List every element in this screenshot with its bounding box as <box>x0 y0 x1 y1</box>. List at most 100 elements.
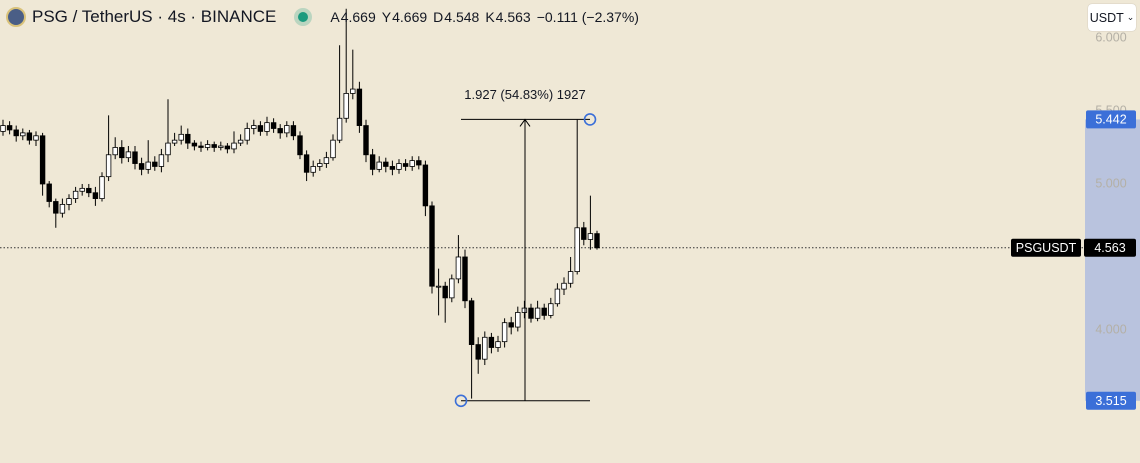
legend-key: A <box>330 9 340 25</box>
candle-body <box>442 285 448 299</box>
legend-item: A4.669 <box>330 9 375 25</box>
legend-value: 4.563 <box>495 9 531 25</box>
candle-body <box>396 163 402 170</box>
currency-button[interactable]: USDT ⌄ <box>1088 4 1136 31</box>
candle-body <box>455 256 462 280</box>
candle-body <box>284 125 290 134</box>
candle-body <box>158 154 165 167</box>
measure-arrowhead <box>519 118 531 127</box>
legend-value: 4.669 <box>392 9 428 25</box>
legend-key: D <box>433 9 444 25</box>
candle-body <box>191 142 198 147</box>
candle-body <box>165 142 171 156</box>
y-tick-label: 4.000 <box>1095 322 1126 336</box>
change: −0.111 (−2.37%) <box>536 9 639 25</box>
candle-body <box>125 151 132 159</box>
candle-body <box>178 133 184 141</box>
candle-body <box>508 322 514 328</box>
candle-body <box>138 163 145 170</box>
candle-body <box>72 190 79 199</box>
legend-item: D4.548 <box>433 9 479 25</box>
candle-body <box>422 164 429 207</box>
candle-body <box>323 157 330 164</box>
candle-body <box>462 256 468 302</box>
measure-to-label: 5.442 <box>1095 113 1126 127</box>
candle-body <box>185 133 191 144</box>
candle-body <box>33 135 39 141</box>
candle-body <box>567 271 574 284</box>
candle-body <box>290 125 297 137</box>
measure-handle <box>583 113 597 126</box>
candle-body <box>336 117 343 141</box>
legend-key: Y <box>381 9 392 25</box>
measure-from-label: 3.515 <box>1095 394 1126 408</box>
axis-range-highlight <box>1085 119 1140 401</box>
candle-body <box>363 125 369 156</box>
candle-body <box>416 160 422 166</box>
candle-body <box>594 233 600 249</box>
candle-body <box>132 151 138 164</box>
candle-body <box>574 227 580 272</box>
candle-body <box>409 160 415 167</box>
y-tick-label: 6.000 <box>1095 30 1126 44</box>
candle-body <box>435 285 442 288</box>
candle-body <box>79 187 85 192</box>
candle-body <box>0 125 6 132</box>
candle-body <box>66 198 72 205</box>
legend-item: K4.563 <box>485 9 530 25</box>
measure-from-label-box <box>1086 391 1136 410</box>
y-tick-label: 5.000 <box>1095 176 1126 190</box>
chevron[interactable]: ⌄ <box>1126 12 1135 22</box>
candle-body <box>587 233 594 240</box>
candle-body <box>218 145 224 148</box>
candle-body <box>59 204 66 214</box>
candle-body <box>119 147 125 159</box>
candle-body <box>171 139 178 144</box>
candle-body <box>310 166 316 173</box>
legend-key: K <box>485 9 495 25</box>
candle-body <box>389 166 396 170</box>
candle-body <box>264 122 270 132</box>
candle-body <box>224 145 231 150</box>
last-price-label: 4.563 <box>1094 241 1125 255</box>
candle-body <box>86 187 92 194</box>
candle-body <box>376 161 382 170</box>
candle-body <box>528 307 534 319</box>
candle-body <box>383 161 389 167</box>
candle-body <box>402 163 409 167</box>
measure-to-label-box <box>1086 110 1136 129</box>
candle-body <box>39 135 46 185</box>
candle-body <box>541 307 547 316</box>
symbol-title[interactable]: PSG / TetherUS · 4s · BINANCE <box>32 7 277 26</box>
candle-body <box>475 344 481 360</box>
candle-body <box>145 161 151 170</box>
candle-body <box>53 201 59 214</box>
candle-body <box>356 88 363 126</box>
candle-body <box>548 303 554 316</box>
candle-body <box>6 125 13 131</box>
candle-body <box>26 132 33 141</box>
legend-value: 4.548 <box>444 9 480 25</box>
candle-body <box>369 154 376 170</box>
candle-body <box>482 336 488 360</box>
candle-body <box>231 142 237 150</box>
last-price-label-box <box>1084 238 1136 257</box>
candle-body <box>501 322 508 343</box>
ohlc-legend: A4.669 Y4.669 D4.548 K4.563 <box>330 9 536 25</box>
currency-label[interactable]: USDT <box>1089 10 1124 25</box>
candle-body <box>92 192 99 199</box>
candle-body <box>561 282 567 290</box>
legend-item: Y4.669 <box>382 9 427 25</box>
status-dot <box>298 12 309 22</box>
candle-body <box>330 139 336 159</box>
candle-body <box>198 145 204 148</box>
candle-body <box>99 176 105 199</box>
candle-body <box>534 307 541 319</box>
candle-body <box>244 128 250 141</box>
candle-body <box>468 300 475 345</box>
candle-body <box>46 183 52 202</box>
legend-value: 4.669 <box>340 9 376 25</box>
candle-body <box>204 144 211 148</box>
candle-body <box>105 154 112 178</box>
